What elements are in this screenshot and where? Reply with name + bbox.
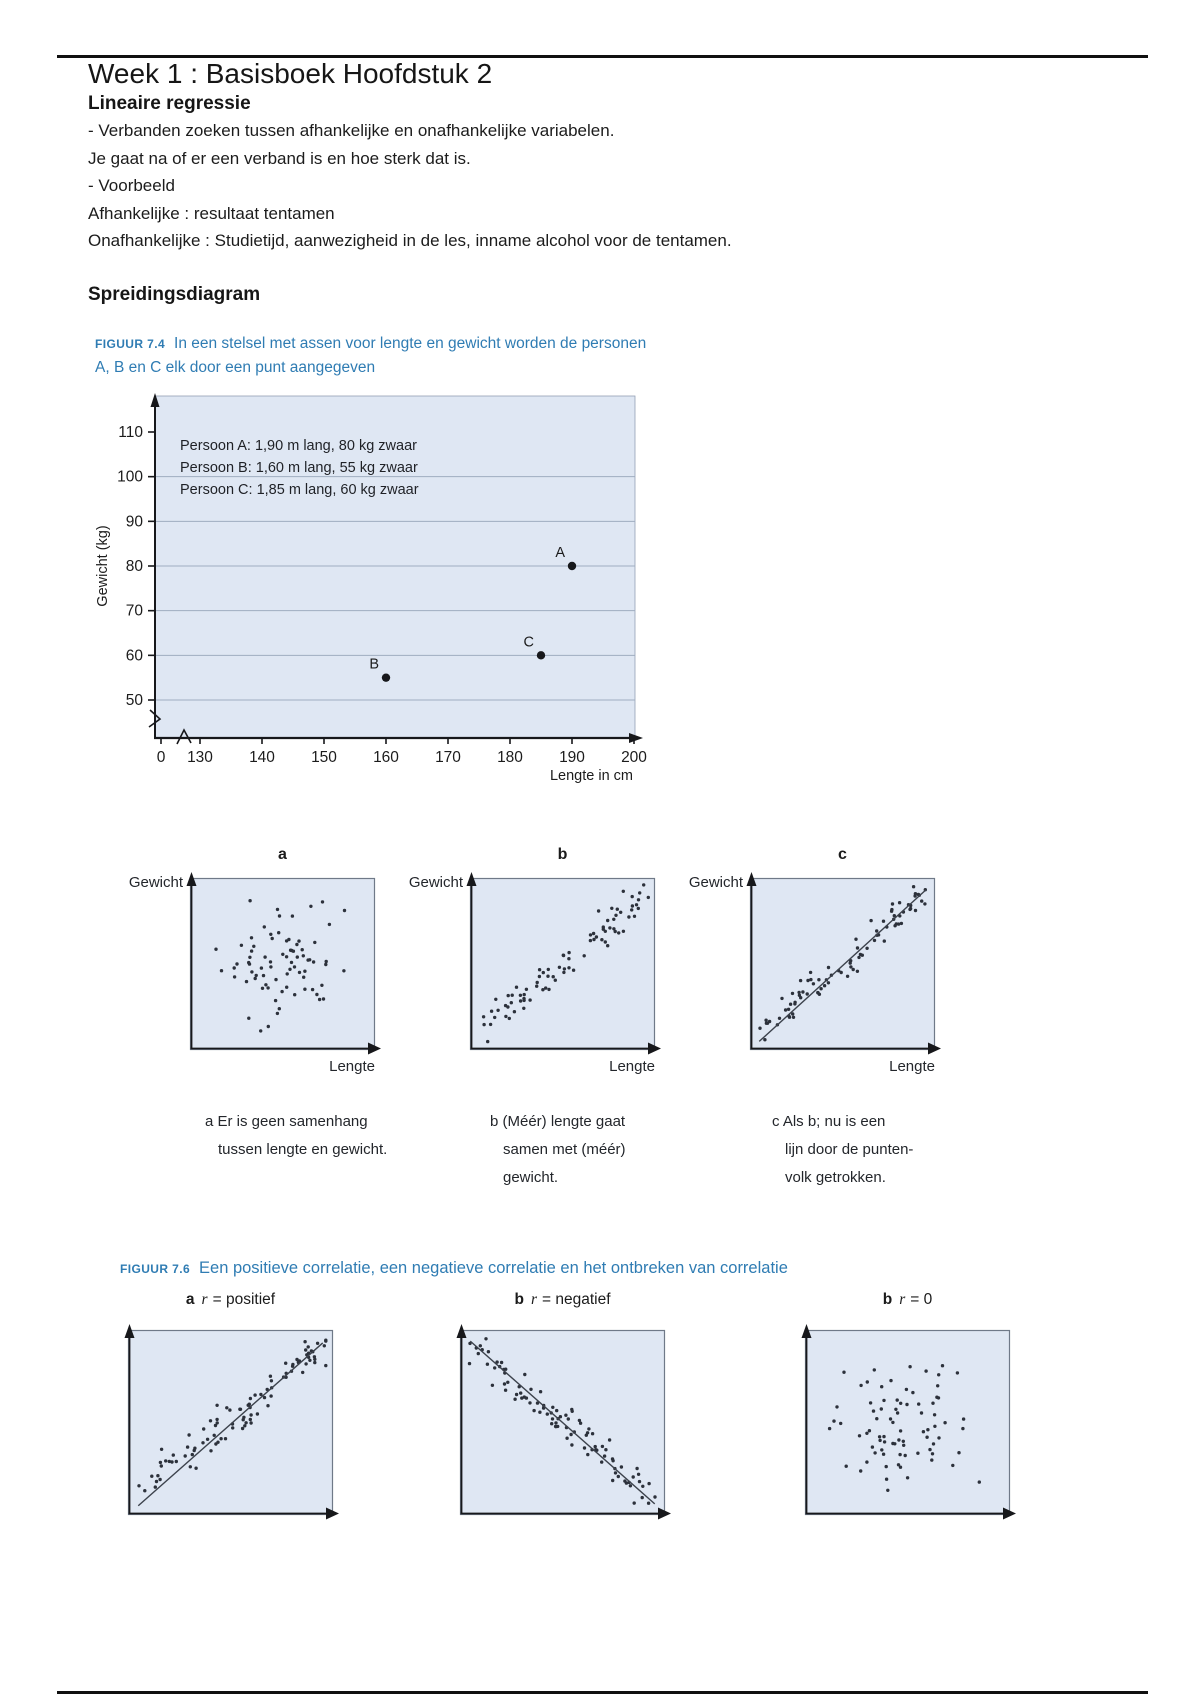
svg-text:0: 0 xyxy=(157,749,166,766)
svg-text:Persoon B: 1,60 m lang, 55 kg: Persoon B: 1,60 m lang, 55 kg zwaar xyxy=(180,460,418,476)
panel-b-xlabel: Lengte xyxy=(609,1058,655,1075)
correlation-positive-label: a r = positief xyxy=(128,1291,333,1309)
correlation-positive-panel xyxy=(124,1324,339,1520)
corr-label-value: = negatief xyxy=(541,1291,611,1308)
heading-lineaire-regressie: Lineaire regressie xyxy=(88,93,251,114)
correlation-negative-label: b r = negatief xyxy=(460,1291,665,1309)
panel-c-caption: c Als b; nu is een lijn door de punten- … xyxy=(772,1108,913,1192)
corr-label-letter: a xyxy=(185,1291,195,1308)
persons-scatter-chart: 50 60 70 80 90 100 110 0 130 140 150 160 170 180 190 20… xyxy=(95,393,647,784)
figure-7-4-caption: FIGUUR 7.4 In een stelsel met assen voor … xyxy=(95,332,735,380)
corr-label-letter: b xyxy=(882,1291,893,1308)
top-rule xyxy=(57,55,1148,58)
panel-a-letter: a xyxy=(278,846,287,863)
corr-label-value: = positief xyxy=(212,1291,276,1308)
svg-text:50: 50 xyxy=(126,692,144,709)
figure-7-6-tag: FIGUUR 7.6 xyxy=(120,1262,191,1276)
svg-text:130: 130 xyxy=(187,749,213,766)
panel-c-letter: c xyxy=(838,846,847,863)
svg-text:Persoon A: 1,90 m lang, 80 kg: Persoon A: 1,90 m lang, 80 kg zwaar xyxy=(180,438,417,454)
panel-b-caption: b (Méér) lengte gaat samen met (méér) ge… xyxy=(490,1108,626,1192)
svg-text:180: 180 xyxy=(497,749,523,766)
panel-a-caption: a Er is geen samenhang tussen lengte en … xyxy=(205,1108,387,1164)
svg-text:A: A xyxy=(555,545,565,561)
body-line: - Verbanden zoeken tussen afhankelijke e… xyxy=(88,121,615,140)
panel-a-ylabel: Gewicht xyxy=(128,874,183,891)
body-line: Afhankelijke : resultaat tentamen xyxy=(88,203,335,223)
svg-text:100: 100 xyxy=(117,469,143,486)
caption-line: tussen lengte en gewicht. xyxy=(218,1141,388,1158)
svg-text:80: 80 xyxy=(126,558,144,575)
caption-line: samen met (méér) xyxy=(503,1141,626,1158)
caption-line: a Er is geen samenhang xyxy=(205,1113,368,1130)
corr-label-var: r xyxy=(530,1291,537,1308)
svg-text:190: 190 xyxy=(559,749,585,766)
figure-7-6-caption: FIGUUR 7.6 Een positieve correlatie, een … xyxy=(120,1256,1120,1281)
scatter-panel-a xyxy=(186,872,381,1055)
svg-text:C: C xyxy=(524,634,534,650)
heading-spreidingsdiagram: Spreidingsdiagram xyxy=(88,284,261,305)
page-title: Week 1 : Basisboek Hoofdstuk 2 xyxy=(88,58,493,89)
svg-text:Gewicht (kg): Gewicht (kg) xyxy=(95,525,111,606)
svg-text:160: 160 xyxy=(373,749,399,766)
panel-b-ylabel: Gewicht xyxy=(408,874,463,891)
body-line: Onafhankelijke : Studietijd, aanwezighei… xyxy=(88,231,732,250)
correlation-negative-panel xyxy=(456,1324,671,1520)
correlation-zero-label: b r = 0 xyxy=(805,1291,1010,1309)
body-text: - Verbanden zoeken tussen afhankelijke e… xyxy=(88,117,732,255)
correlation-zero-panel xyxy=(801,1324,1016,1520)
scatter-panel-c xyxy=(746,872,941,1055)
svg-text:Lengte in cm: Lengte in cm xyxy=(550,768,633,784)
scatter-panel-b xyxy=(466,872,661,1055)
body-line: Je gaat na of er een verband is en hoe s… xyxy=(88,148,471,168)
panel-c-ylabel: Gewicht xyxy=(688,874,743,891)
bottom-rule xyxy=(57,1691,1148,1694)
svg-text:110: 110 xyxy=(118,424,143,441)
svg-text:70: 70 xyxy=(126,603,144,620)
svg-text:150: 150 xyxy=(311,749,337,766)
figure-7-4-tag: FIGUUR 7.4 xyxy=(95,337,166,351)
figure-7-4-caption-line2: A, B en C elk door een punt aangegeven xyxy=(95,359,376,376)
svg-text:B: B xyxy=(369,657,379,673)
figure-7-6-caption-text: Een positieve correlatie, een negatieve … xyxy=(199,1259,788,1277)
corr-label-var: r xyxy=(899,1291,906,1308)
corr-label-value: = 0 xyxy=(910,1291,933,1308)
figure-7-4-caption-line1: In een stelsel met assen voor lengte en … xyxy=(174,335,647,352)
svg-text:200: 200 xyxy=(621,749,647,766)
caption-line: lijn door de punten- xyxy=(785,1141,914,1158)
panel-c-xlabel: Lengte xyxy=(889,1058,935,1075)
svg-text:Persoon C: 1,85 m lang, 60 kg: Persoon C: 1,85 m lang, 60 kg zwaar xyxy=(180,482,419,498)
body-line: - Voorbeeld xyxy=(88,176,175,195)
corr-label-var: r xyxy=(201,1291,208,1308)
panel-a-xlabel: Lengte xyxy=(329,1058,375,1075)
caption-line: c Als b; nu is een xyxy=(772,1113,886,1130)
caption-line: gewicht. xyxy=(503,1169,559,1186)
svg-text:140: 140 xyxy=(249,749,275,766)
panel-b-letter: b xyxy=(557,846,568,863)
svg-text:60: 60 xyxy=(126,647,144,664)
corr-label-letter: b xyxy=(514,1291,524,1308)
svg-text:170: 170 xyxy=(435,749,461,766)
caption-line: volk getrokken. xyxy=(785,1169,886,1186)
svg-text:90: 90 xyxy=(126,513,144,530)
caption-line: b (Méér) lengte gaat xyxy=(490,1113,626,1130)
